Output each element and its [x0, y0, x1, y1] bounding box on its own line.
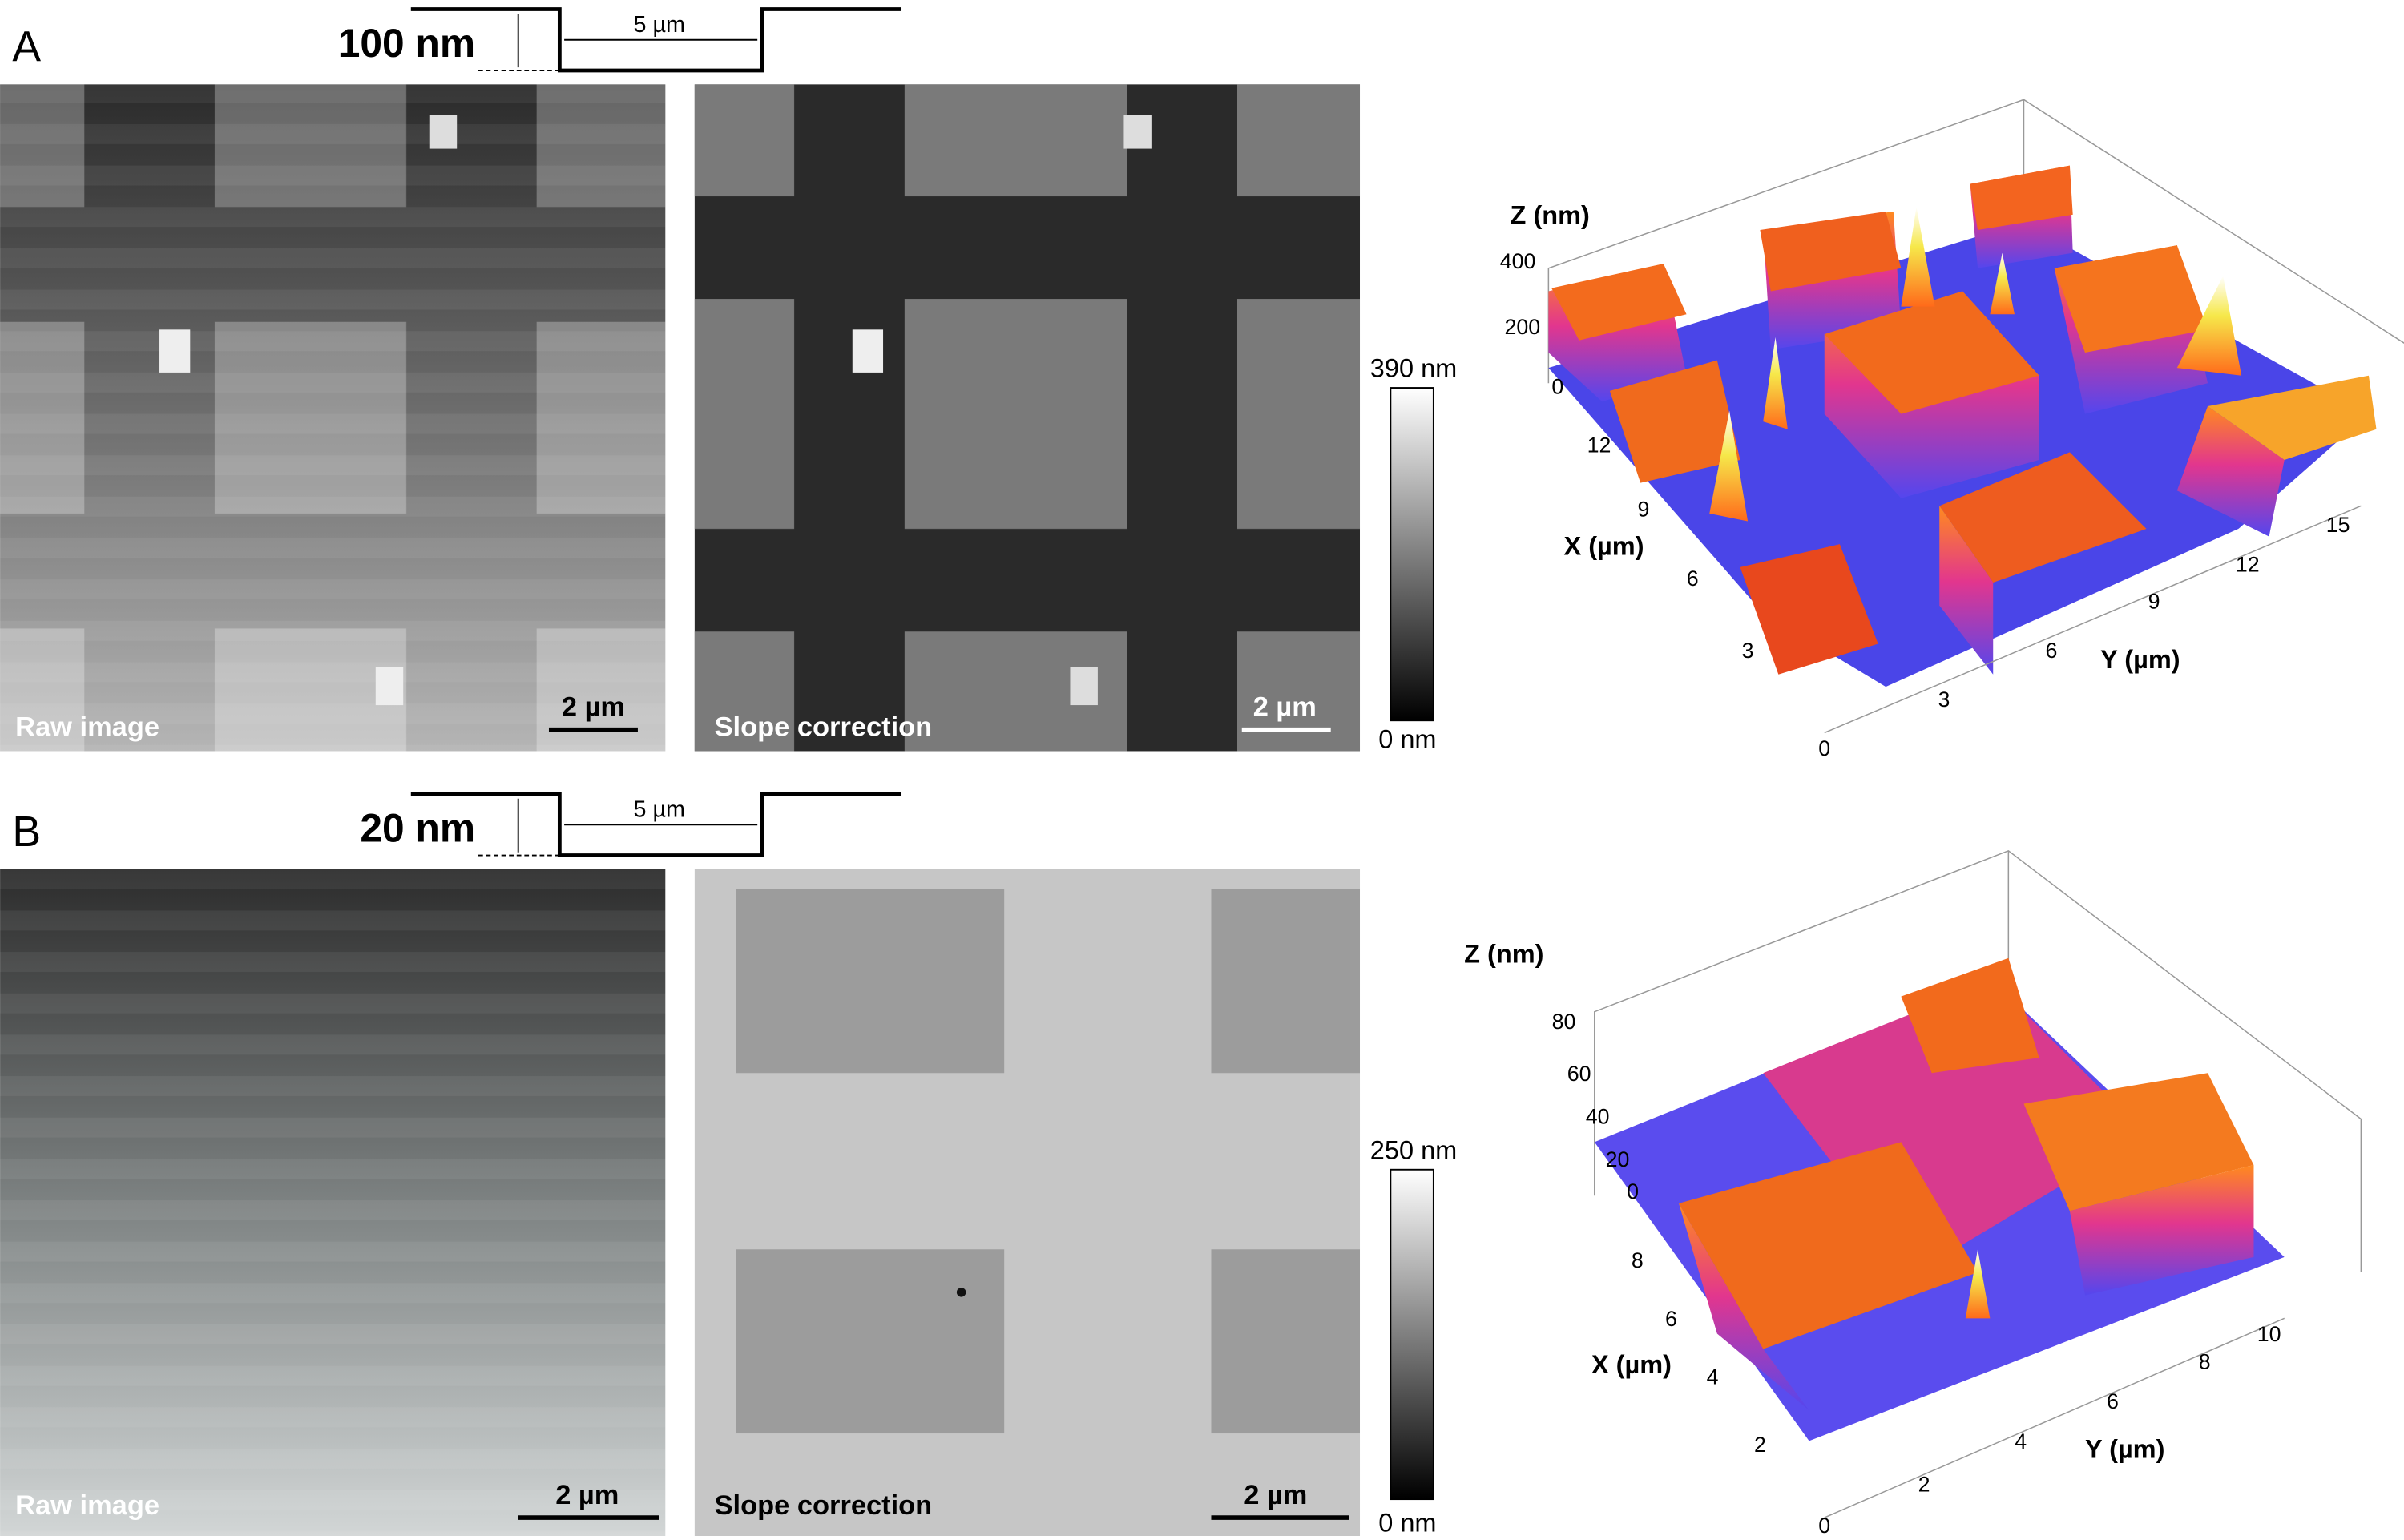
y-tick-label: 8 — [2199, 1349, 2211, 1373]
x-tick-label: 0 — [1818, 1514, 1830, 1538]
colorbar-max: 250 nm — [1370, 1135, 1457, 1164]
y-tick-label: 6 — [2045, 639, 2057, 663]
y-axis-label: Y (µm) — [2085, 1434, 2164, 1463]
y-tick-label: 10 — [2257, 1322, 2281, 1346]
y-axis-label: Y (µm) — [2100, 645, 2180, 674]
image-label: Raw image — [15, 712, 159, 742]
z-axis-label: Z (nm) — [1464, 939, 1543, 968]
x-axis-label: X (µm) — [1591, 1350, 1672, 1379]
x-tick-label: 6 — [1687, 566, 1699, 591]
x-tick-label: 8 — [1632, 1248, 1644, 1272]
scale-bar-label: 2 µm — [562, 691, 625, 722]
colorbar-min: 0 nm — [1378, 725, 1436, 754]
x-tick-label: 4 — [1707, 1365, 1719, 1389]
panel-label: A — [12, 24, 41, 71]
pitch: 5 µm — [634, 797, 685, 823]
x-tick-label: 3 — [1742, 639, 1754, 663]
colorbar-min: 0 nm — [1378, 1508, 1436, 1537]
image-label: Slope correction — [715, 712, 933, 742]
x-axis-label: X (µm) — [1564, 532, 1644, 561]
y-tick-label: 15 — [2326, 513, 2350, 537]
pitch-value: 5 — [634, 797, 647, 823]
z-tick-label: 0 — [1627, 1179, 1639, 1203]
pitch-unit: µm — [652, 797, 684, 823]
colorbar — [1390, 1168, 1434, 1501]
scale-bar-label: 2 µm — [1253, 691, 1317, 722]
scale-bar-label: 2 µm — [1244, 1480, 1307, 1510]
x-tick-label: 6 — [1665, 1307, 1677, 1331]
corrected-image — [694, 84, 1361, 752]
y-tick-label: 3 — [1938, 687, 1950, 712]
step-height: 20 nm — [360, 805, 475, 850]
colorbar — [1390, 387, 1434, 722]
surface-3d — [1547, 99, 2404, 734]
scale-bar-label: 2 µm — [555, 1480, 619, 1510]
z-tick-label: 80 — [1552, 1010, 1576, 1034]
z-tick-label: 20 — [1606, 1147, 1630, 1171]
corrected-image — [694, 869, 1361, 1537]
y-tick-label: 9 — [2148, 590, 2160, 614]
colorbar-max: 390 nm — [1370, 354, 1457, 383]
y-tick-label: 12 — [2236, 553, 2260, 577]
z-tick-label: 0 — [1551, 375, 1563, 399]
pitch-value: 5 — [634, 12, 647, 38]
raw-image — [0, 84, 666, 752]
y-tick-label: 2 — [1918, 1473, 1930, 1497]
z-tick-label: 400 — [1500, 249, 1536, 273]
pitch: 5 µm — [634, 12, 685, 38]
step-profile — [410, 7, 902, 73]
z-tick-label: 200 — [1505, 315, 1541, 339]
y-tick-label: 6 — [2107, 1389, 2119, 1413]
panel-label: B — [12, 808, 41, 856]
pitch-unit: µm — [652, 12, 684, 38]
y-tick-label: 4 — [2015, 1429, 2027, 1453]
surface-3d — [1594, 849, 2362, 1518]
x-tick-label: 9 — [1638, 498, 1650, 522]
raw-image — [0, 869, 666, 1537]
step-height: 100 nm — [338, 21, 475, 66]
image-label: Slope correction — [715, 1490, 933, 1521]
x-tick-label: 2 — [1754, 1433, 1766, 1457]
z-tick-label: 40 — [1586, 1104, 1610, 1128]
step-profile — [410, 792, 902, 857]
x-tick-label: 12 — [1587, 433, 1611, 457]
image-label: Raw image — [15, 1490, 159, 1521]
z-axis-label: Z (nm) — [1511, 200, 1590, 229]
x-tick-label: 0 — [1818, 736, 1830, 760]
z-tick-label: 60 — [1567, 1062, 1591, 1086]
